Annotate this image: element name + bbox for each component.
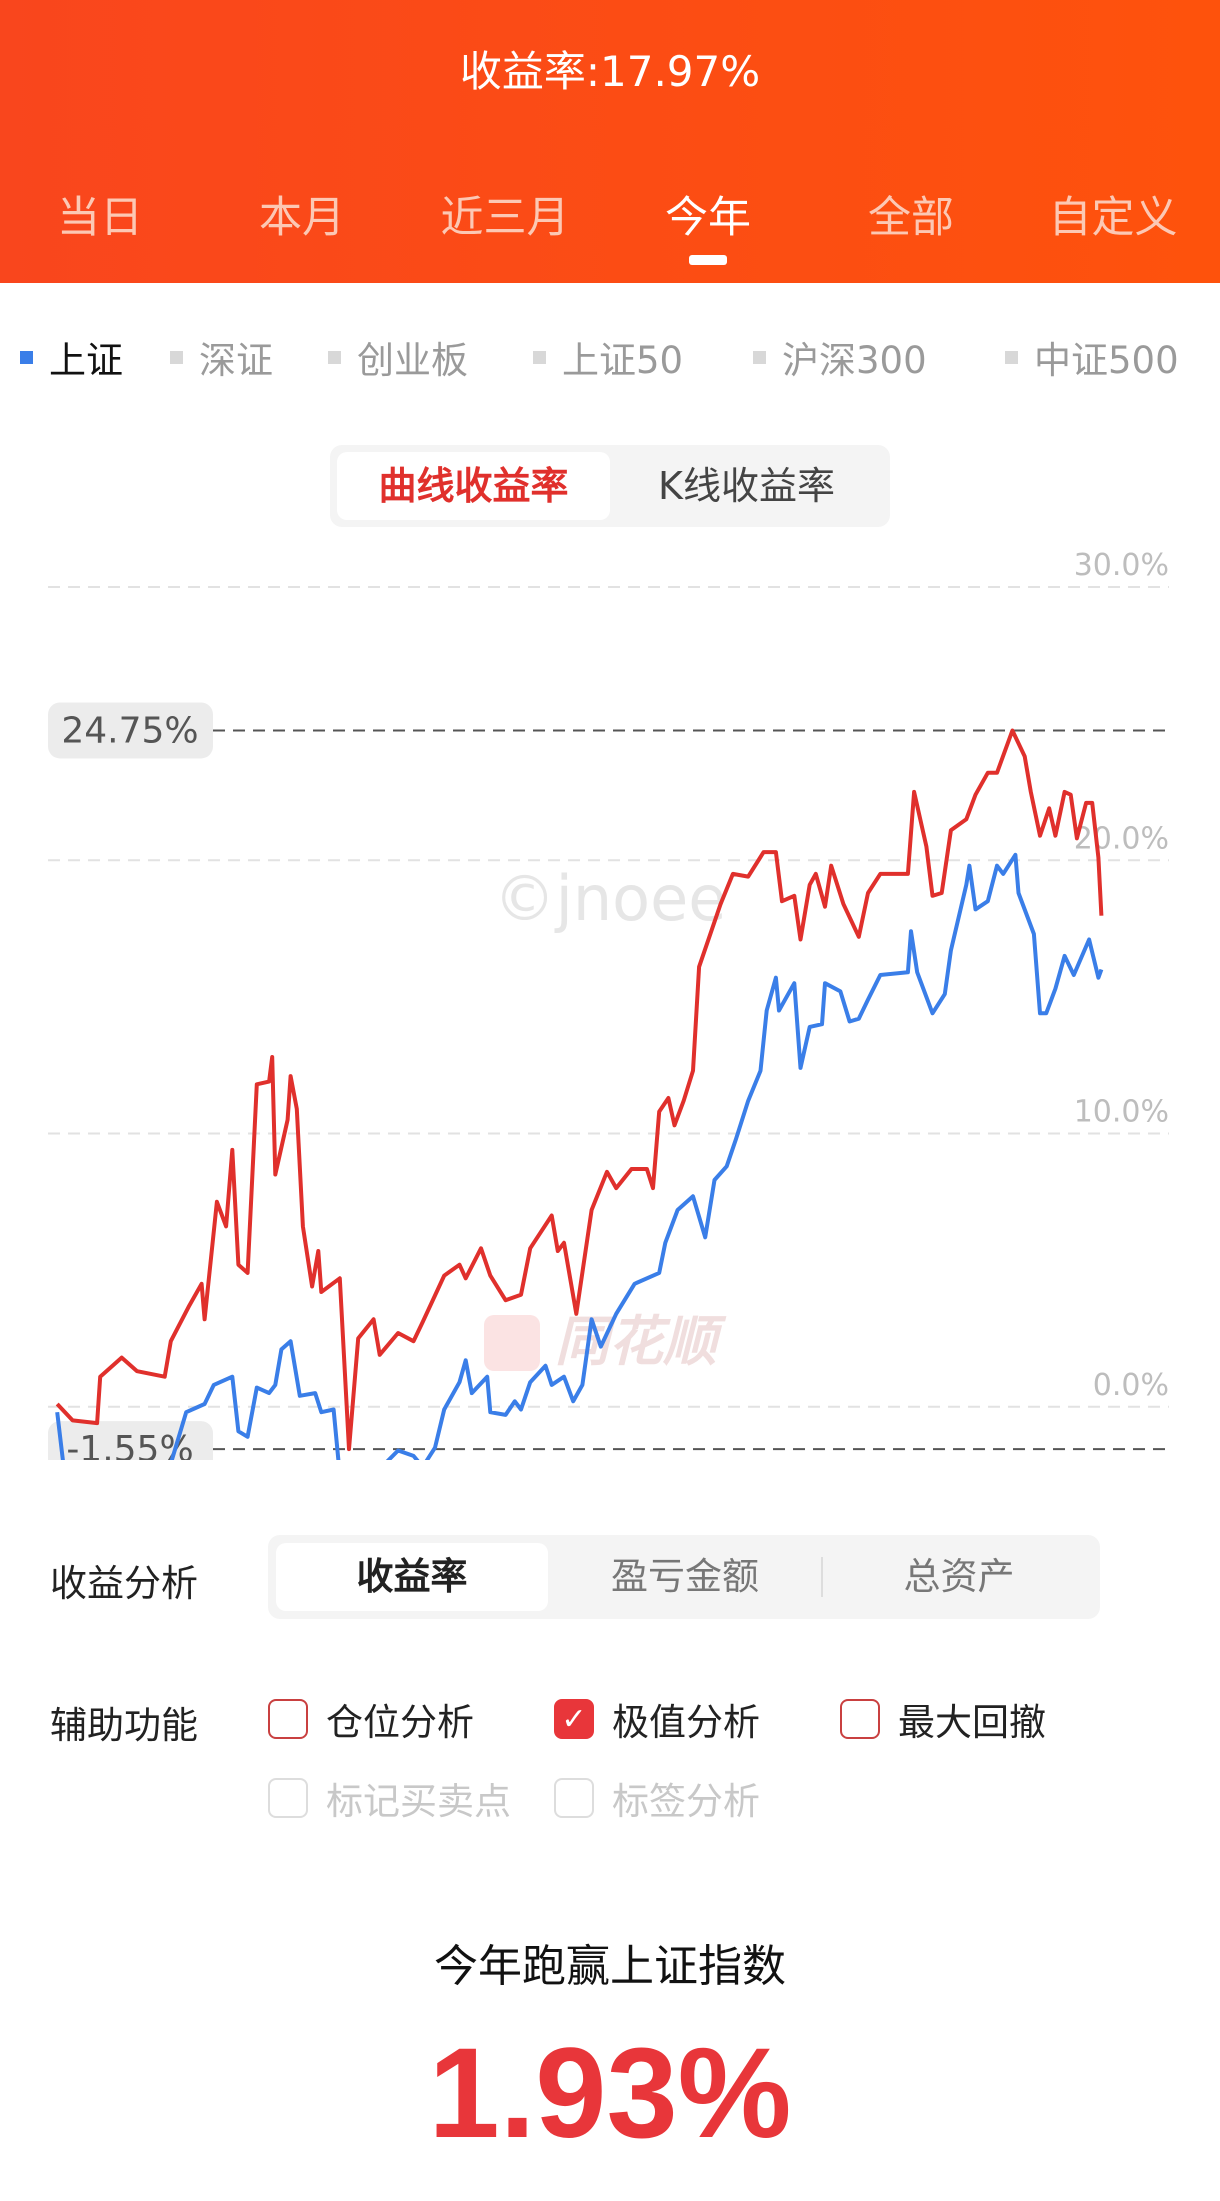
tab-label: 全部 bbox=[868, 193, 954, 243]
aux-label: 辅助功能 bbox=[50, 1704, 198, 1747]
period-tabs: 当日 本月 近三月 今年 全部 自定义 bbox=[0, 183, 1220, 273]
outperform-title: 今年跑赢上证指数 bbox=[434, 1941, 786, 1992]
checkbox-label: 最大回撤 bbox=[898, 1701, 1046, 1744]
curve-return-button[interactable]: 曲线收益率 bbox=[337, 452, 610, 520]
analysis-label: 收益分析 bbox=[50, 1562, 198, 1605]
checkbox-icon bbox=[268, 1699, 308, 1739]
checkbox-label: 标记买卖点 bbox=[326, 1780, 511, 1823]
analysis-profit-amount[interactable]: 盈亏金额 bbox=[611, 1555, 759, 1598]
tab-label: 当日 bbox=[57, 193, 143, 243]
active-tab-indicator bbox=[689, 255, 727, 265]
index-csi300[interactable]: 沪深300 bbox=[753, 330, 927, 384]
y-tick-label: 10.0% bbox=[1074, 1095, 1169, 1130]
y-tick-label: 20.0% bbox=[1074, 821, 1169, 856]
checkbox-icon bbox=[554, 1778, 594, 1818]
mark-trades-checkbox[interactable]: 标记买卖点 bbox=[268, 1771, 511, 1825]
watermark-ths: 同花顺 bbox=[555, 1310, 727, 1373]
index-label: 深证 bbox=[199, 339, 273, 382]
return-rate-title: 收益率:17.97% bbox=[459, 47, 761, 96]
tab-label: 自定义 bbox=[1048, 193, 1178, 243]
outperform-value: 1.93% bbox=[428, 2022, 792, 2165]
legend-marker-icon bbox=[753, 350, 766, 364]
index-sse50[interactable]: 上证50 bbox=[533, 330, 683, 384]
analysis-total-assets[interactable]: 总资产 bbox=[903, 1555, 1015, 1598]
tab-month[interactable]: 本月 bbox=[217, 183, 387, 245]
tab-this-year[interactable]: 今年 bbox=[623, 183, 793, 265]
index-chinext[interactable]: 创业板 bbox=[328, 330, 468, 384]
checkbox-icon bbox=[268, 1778, 308, 1818]
index-selector: 上证 深证 创业板 上证50 沪深300 中证500 bbox=[0, 330, 1220, 386]
legend-marker-icon bbox=[328, 350, 341, 364]
checkbox-label: 仓位分析 bbox=[326, 1701, 474, 1744]
index-label: 中证500 bbox=[1034, 339, 1179, 382]
analysis-return-rate[interactable]: 收益率 bbox=[276, 1543, 548, 1611]
checkmark-icon: ✓ bbox=[554, 1699, 594, 1739]
y-tick-label: 30.0% bbox=[1074, 548, 1169, 583]
max-drawdown-checkbox[interactable]: 最大回撤 bbox=[840, 1692, 1046, 1746]
index-label: 上证50 bbox=[562, 339, 684, 382]
tab-label: 本月 bbox=[259, 193, 345, 243]
legend-marker-icon bbox=[1005, 350, 1018, 364]
ths-logo-icon bbox=[484, 1315, 540, 1371]
return-chart[interactable]: ©jnoee同花顺30.0%20.0%10.0%0.0%-10.0%01-010… bbox=[0, 540, 1220, 1460]
checkbox-label: 标签分析 bbox=[612, 1780, 760, 1823]
extreme-analysis-checkbox[interactable]: ✓ 极值分析 bbox=[554, 1692, 760, 1746]
header: 收益率:17.97% 当日 本月 近三月 今年 全部 自定义 bbox=[0, 0, 1220, 283]
index-label: 创业板 bbox=[357, 339, 468, 382]
position-analysis-checkbox[interactable]: 仓位分析 bbox=[268, 1692, 474, 1746]
checkbox-label: 极值分析 bbox=[612, 1701, 760, 1744]
legend-marker-icon bbox=[170, 350, 183, 364]
index-label: 沪深300 bbox=[782, 339, 927, 382]
legend-marker-icon bbox=[533, 350, 546, 364]
tab-custom[interactable]: 自定义 bbox=[1028, 183, 1198, 245]
index-csi500[interactable]: 中证500 bbox=[1005, 330, 1179, 384]
legend-marker-icon bbox=[20, 350, 33, 364]
kline-return-button[interactable]: K线收益率 bbox=[658, 464, 835, 508]
divider bbox=[821, 1557, 823, 1597]
tab-all[interactable]: 全部 bbox=[826, 183, 996, 245]
extreme-value-badge bbox=[48, 702, 213, 759]
tag-analysis-checkbox[interactable]: 标签分析 bbox=[554, 1771, 760, 1825]
y-tick-label: 0.0% bbox=[1093, 1368, 1169, 1403]
checkbox-icon bbox=[840, 1699, 880, 1739]
analysis-segmented-control: 收益率 盈亏金额 总资产 bbox=[268, 1535, 1100, 1619]
tab-today[interactable]: 当日 bbox=[15, 183, 185, 245]
index-label: 上证 bbox=[49, 339, 123, 382]
index-shanghai[interactable]: 上证 bbox=[20, 330, 123, 384]
portfolio-line bbox=[55, 728, 1104, 1452]
tab-label: 近三月 bbox=[440, 193, 570, 243]
tab-three-months[interactable]: 近三月 bbox=[420, 183, 590, 245]
watermark-jnoee: ©jnoee bbox=[494, 862, 727, 935]
chart-type-toggle: 曲线收益率 K线收益率 bbox=[330, 445, 890, 527]
tab-label: 今年 bbox=[665, 193, 751, 243]
extreme-value-badge bbox=[48, 1421, 213, 1460]
extreme-value-label: 24.75% bbox=[61, 710, 198, 751]
index-line bbox=[55, 852, 1104, 1460]
index-shenzhen[interactable]: 深证 bbox=[170, 330, 273, 384]
